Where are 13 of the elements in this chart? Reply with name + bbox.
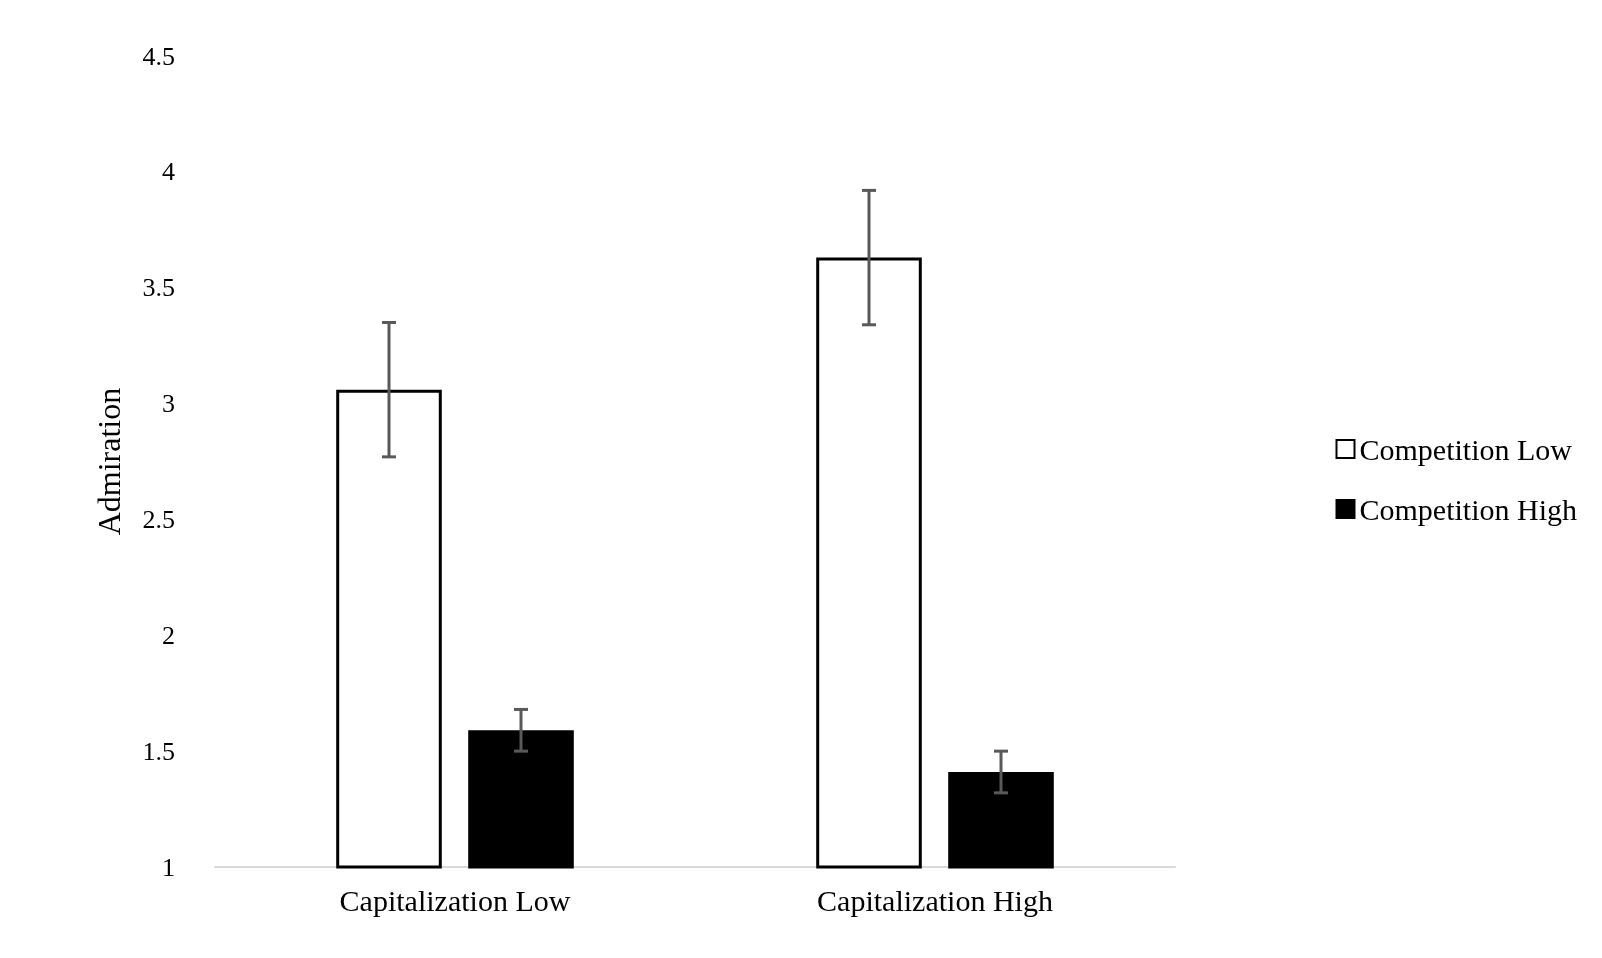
x-tick-label: Capitalization Low	[339, 883, 571, 917]
legend-label: Competition High	[1359, 492, 1577, 526]
y-axis-title: Admiration	[91, 387, 127, 536]
y-tick-label: 3	[162, 389, 175, 419]
x-tick-label: Capitalization High	[817, 883, 1053, 917]
y-tick-label: 1	[162, 852, 175, 882]
y-tick-label: 1.5	[142, 736, 175, 766]
legend-label: Competition Low	[1359, 432, 1573, 466]
y-tick-label: 4	[162, 157, 175, 187]
y-tick-label: 3.5	[142, 273, 175, 303]
y-tick-label: 2	[162, 620, 175, 650]
y-tick-label: 2.5	[142, 504, 175, 534]
y-tick-label: 4.5	[142, 41, 175, 71]
